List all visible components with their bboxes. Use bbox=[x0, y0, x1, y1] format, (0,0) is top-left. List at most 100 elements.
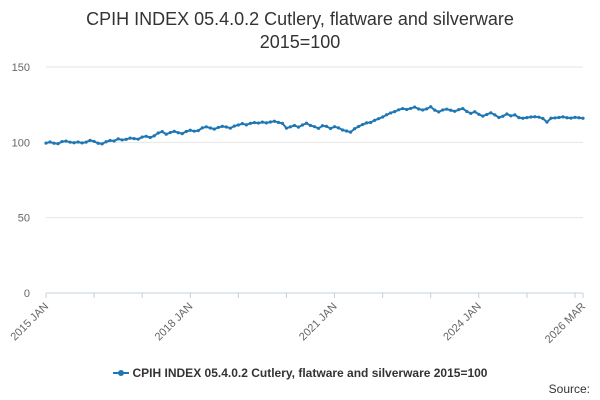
data-point[interactable] bbox=[192, 129, 196, 133]
data-point[interactable] bbox=[120, 138, 124, 142]
data-point[interactable] bbox=[228, 126, 232, 130]
data-point[interactable] bbox=[461, 106, 465, 111]
data-point[interactable] bbox=[156, 131, 160, 135]
legend-item[interactable]: CPIH INDEX 05.4.0.2 Cutlery, flatware an… bbox=[112, 366, 487, 380]
data-point[interactable] bbox=[336, 126, 341, 130]
data-point[interactable] bbox=[56, 142, 60, 146]
data-point[interactable] bbox=[208, 126, 212, 130]
data-point[interactable] bbox=[469, 111, 473, 116]
data-point[interactable] bbox=[465, 109, 469, 114]
data-point[interactable] bbox=[180, 131, 184, 136]
data-point[interactable] bbox=[252, 120, 256, 125]
data-point[interactable] bbox=[268, 120, 273, 124]
data-point[interactable] bbox=[553, 116, 557, 120]
data-point[interactable] bbox=[385, 113, 389, 117]
data-point[interactable] bbox=[505, 112, 509, 116]
data-point[interactable] bbox=[348, 130, 353, 134]
data-point[interactable] bbox=[220, 124, 224, 128]
data-point[interactable] bbox=[405, 107, 409, 112]
data-point[interactable] bbox=[356, 124, 361, 129]
data-point[interactable] bbox=[364, 121, 369, 125]
data-point[interactable] bbox=[352, 127, 357, 131]
data-point[interactable] bbox=[160, 130, 164, 134]
data-point[interactable] bbox=[304, 121, 309, 125]
data-point[interactable] bbox=[92, 139, 96, 144]
data-point[interactable] bbox=[581, 116, 585, 120]
data-point[interactable] bbox=[64, 139, 68, 143]
data-point[interactable] bbox=[473, 110, 477, 114]
data-point[interactable] bbox=[200, 126, 204, 130]
data-point[interactable] bbox=[429, 105, 433, 109]
data-point[interactable] bbox=[140, 135, 144, 139]
data-point[interactable] bbox=[409, 106, 413, 111]
data-point[interactable] bbox=[52, 141, 56, 145]
data-point[interactable] bbox=[236, 123, 240, 127]
data-point[interactable] bbox=[509, 114, 513, 118]
data-point[interactable] bbox=[316, 126, 321, 130]
data-point[interactable] bbox=[204, 125, 208, 129]
data-point[interactable] bbox=[100, 142, 104, 146]
data-point[interactable] bbox=[389, 111, 393, 115]
data-point[interactable] bbox=[144, 134, 148, 138]
data-point[interactable] bbox=[84, 140, 88, 144]
data-point[interactable] bbox=[112, 139, 116, 143]
data-point[interactable] bbox=[308, 123, 313, 128]
data-point[interactable] bbox=[561, 115, 565, 119]
data-point[interactable] bbox=[340, 128, 345, 132]
data-point[interactable] bbox=[393, 109, 397, 114]
data-point[interactable] bbox=[565, 116, 569, 120]
data-point[interactable] bbox=[136, 137, 140, 141]
data-point[interactable] bbox=[549, 116, 553, 120]
data-point[interactable] bbox=[453, 109, 457, 113]
data-point[interactable] bbox=[557, 115, 561, 120]
data-point[interactable] bbox=[369, 120, 373, 125]
data-point[interactable] bbox=[577, 116, 581, 120]
data-point[interactable] bbox=[108, 138, 112, 143]
data-point[interactable] bbox=[48, 140, 52, 144]
data-point[interactable] bbox=[152, 134, 156, 138]
data-point[interactable] bbox=[80, 141, 84, 145]
data-point[interactable] bbox=[481, 114, 485, 118]
data-point[interactable] bbox=[360, 122, 365, 127]
data-point[interactable] bbox=[437, 110, 441, 114]
data-point[interactable] bbox=[296, 125, 301, 129]
data-point[interactable] bbox=[300, 123, 305, 127]
data-point[interactable] bbox=[417, 107, 421, 111]
data-point[interactable] bbox=[377, 117, 381, 121]
data-point[interactable] bbox=[104, 140, 108, 144]
data-point[interactable] bbox=[373, 118, 377, 122]
data-point[interactable] bbox=[489, 111, 493, 115]
data-point[interactable] bbox=[545, 120, 549, 124]
data-point[interactable] bbox=[212, 127, 216, 131]
data-point[interactable] bbox=[172, 129, 176, 133]
data-point[interactable] bbox=[529, 115, 533, 119]
data-point[interactable] bbox=[332, 125, 337, 129]
data-point[interactable] bbox=[72, 141, 76, 145]
data-point[interactable] bbox=[533, 115, 537, 119]
data-point[interactable] bbox=[196, 128, 200, 133]
data-point[interactable] bbox=[88, 138, 92, 142]
data-point[interactable] bbox=[449, 108, 453, 112]
data-point[interactable] bbox=[184, 129, 188, 134]
data-point[interactable] bbox=[44, 141, 48, 145]
data-point[interactable] bbox=[260, 120, 265, 124]
data-point[interactable] bbox=[312, 125, 317, 129]
data-point[interactable] bbox=[168, 130, 172, 135]
data-point[interactable] bbox=[128, 136, 132, 140]
data-point[interactable] bbox=[537, 115, 541, 119]
data-point[interactable] bbox=[244, 123, 248, 127]
data-point[interactable] bbox=[525, 116, 529, 120]
data-point[interactable] bbox=[425, 107, 429, 111]
data-point[interactable] bbox=[276, 120, 281, 125]
data-point[interactable] bbox=[497, 115, 501, 120]
data-point[interactable] bbox=[477, 112, 481, 116]
data-point[interactable] bbox=[521, 116, 525, 120]
data-point[interactable] bbox=[573, 115, 577, 119]
data-point[interactable] bbox=[569, 116, 573, 120]
data-point[interactable] bbox=[288, 125, 293, 129]
data-point[interactable] bbox=[224, 125, 228, 129]
data-point[interactable] bbox=[116, 137, 120, 141]
data-point[interactable] bbox=[272, 119, 277, 123]
data-point[interactable] bbox=[344, 129, 349, 133]
data-point[interactable] bbox=[124, 137, 128, 141]
